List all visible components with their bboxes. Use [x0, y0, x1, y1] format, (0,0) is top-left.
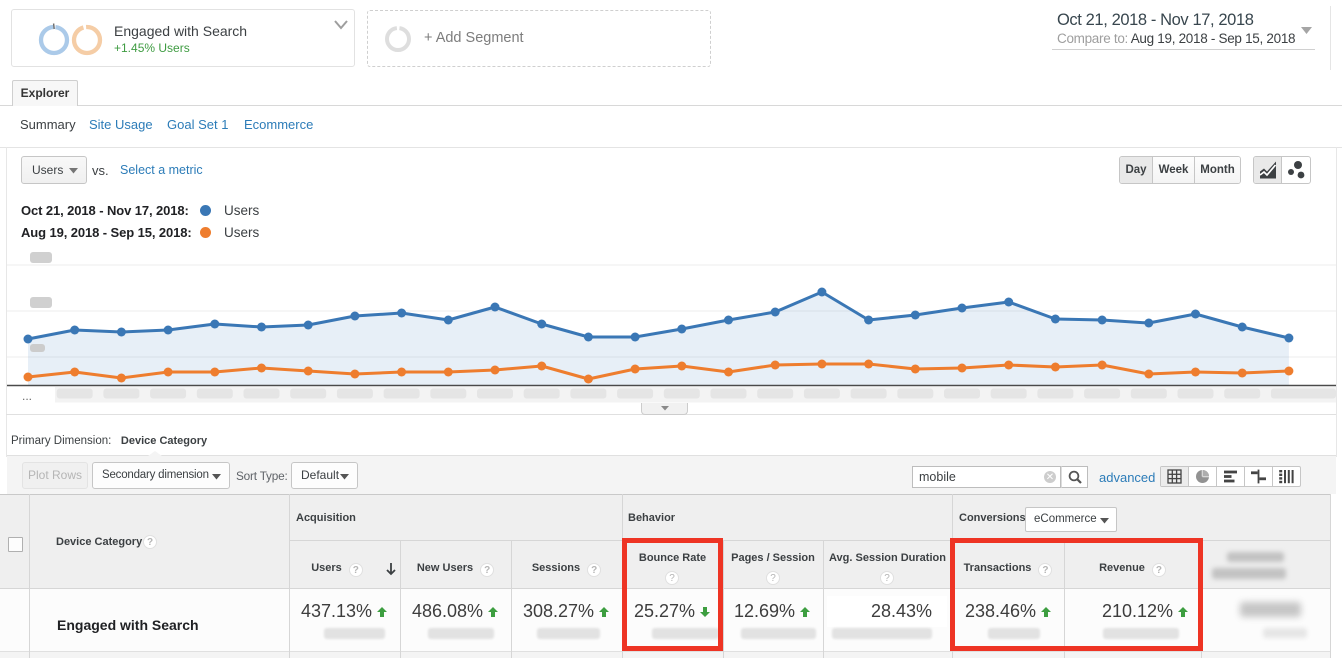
svg-text:...: ... — [22, 389, 32, 403]
